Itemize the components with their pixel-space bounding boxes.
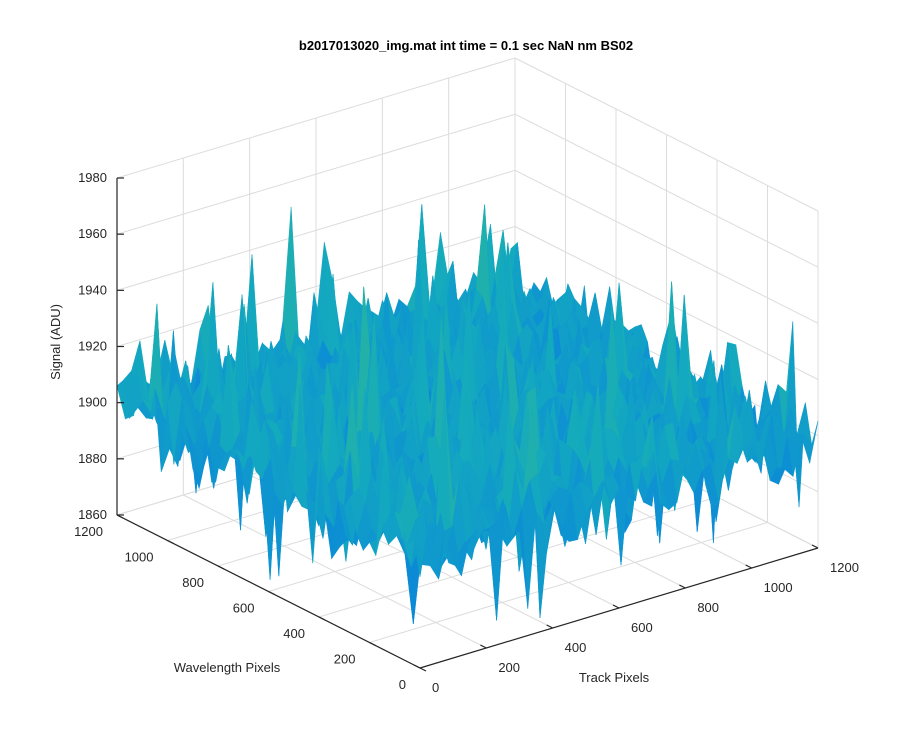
y-tick [419, 667, 427, 672]
surface-plot [116, 204, 819, 625]
y-tick [217, 565, 225, 570]
grid-line [116, 169, 516, 291]
grid-line [116, 57, 516, 179]
grid-line [514, 57, 819, 212]
surface-patch [413, 525, 429, 578]
grid-line [116, 226, 516, 347]
axes: 1860 1880 1900 1920 1940 1960 1980 0 200 400 600 80… [74, 170, 859, 695]
x-tick-label: 1200 [830, 560, 859, 575]
y-axis-label: Wavelength Pixels [174, 660, 281, 675]
x-tick-label: 0 [432, 680, 439, 695]
x-tick-label: 600 [631, 620, 653, 635]
z-tick-label: 1980 [78, 170, 107, 185]
y-tick-label: 0 [399, 677, 406, 692]
z-axis-label: Signal (ADU) [48, 304, 63, 380]
x-tick [546, 624, 553, 629]
y-tick-label: 600 [233, 601, 255, 616]
grid-line [514, 226, 819, 380]
y-tick-label: 1200 [74, 524, 103, 539]
z-tick-label: 1900 [78, 395, 107, 410]
grid-line [116, 113, 516, 235]
y-tick [167, 539, 174, 545]
grid-line [514, 169, 819, 324]
y-tick [369, 641, 376, 647]
z-tick-label: 1960 [78, 226, 107, 241]
y-tick [318, 616, 326, 621]
z-tick-label: 1940 [78, 282, 107, 297]
y-tick [268, 590, 275, 596]
z-tick-label: 1860 [78, 507, 107, 522]
x-tick [480, 644, 487, 649]
grid-line [514, 113, 819, 268]
x-tick-label: 400 [565, 640, 587, 655]
x-tick [413, 664, 421, 669]
grid-line [369, 522, 768, 643]
y-tick [116, 514, 124, 519]
y-tick-label: 200 [334, 652, 356, 667]
x-tick [745, 564, 752, 569]
x-tick-label: 800 [697, 600, 719, 615]
z-tick-label: 1880 [78, 451, 107, 466]
x-tick [811, 544, 819, 549]
x-tick-label: 1000 [764, 580, 793, 595]
x-axis-label: Track Pixels [579, 670, 650, 685]
x-tick [679, 584, 686, 589]
z-tick-label: 1920 [78, 339, 107, 354]
y-tick-label: 800 [182, 575, 204, 590]
x-tick-label: 200 [498, 660, 520, 675]
x-tick [612, 604, 620, 609]
chart-title: b2017013020_img.mat int time = 0.1 sec N… [299, 38, 633, 53]
y-tick-label: 1000 [125, 550, 154, 565]
y-tick-label: 400 [283, 626, 305, 641]
